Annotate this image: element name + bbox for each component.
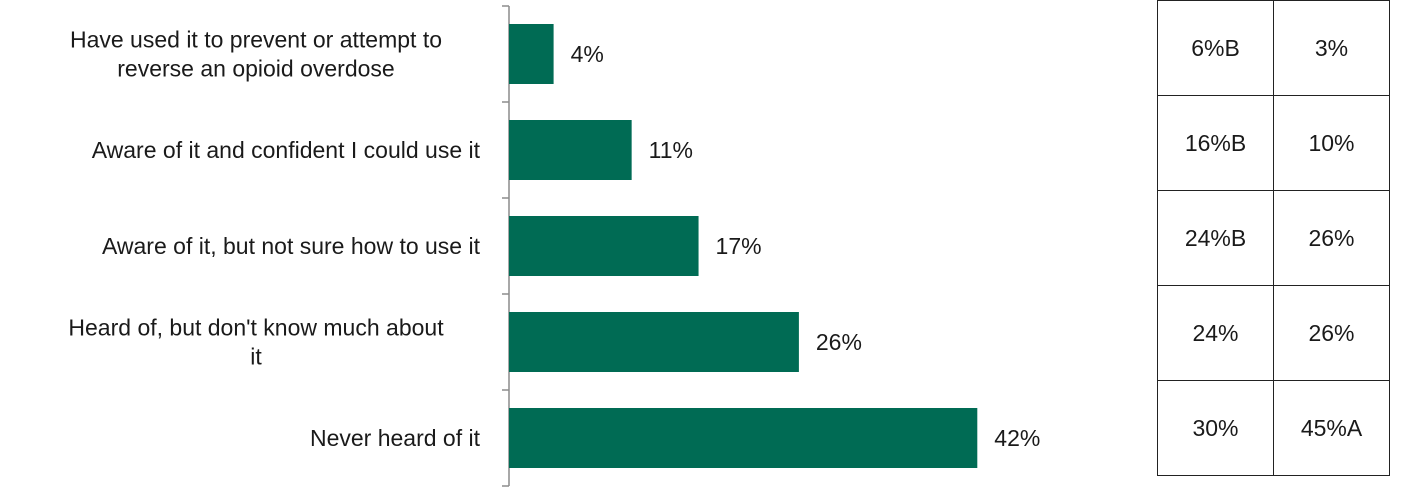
bar [509,24,554,84]
bar [509,312,799,372]
bar-chart: 4% Have used it to prevent or attempt to r… [68,5,1040,487]
table-cell: 6%B [1157,0,1274,96]
data-label: 11% [649,137,693,163]
table-cell: 10% [1273,95,1390,191]
data-label: 26% [816,329,862,355]
comparison-table: 6%B 3% 16%B 10% 24%B 26% 24% 26% 30% 45%… [1157,0,1390,476]
table-row: 30% 45%A [1157,380,1390,476]
category-label: Never heard of it [310,425,481,451]
table-cell: 30% [1157,380,1274,476]
bar [509,216,699,276]
table-row: 6%B 3% [1157,0,1390,96]
table-cell: 24% [1157,285,1274,381]
table-cell: 26% [1273,190,1390,286]
table-row: 24% 26% [1157,285,1390,381]
category-label: Aware of it, but not sure how to use it [102,233,481,259]
table-row: 16%B 10% [1157,95,1390,191]
table-cell: 3% [1273,0,1390,96]
category-label: Aware of it and confident I could use it [92,137,481,163]
category-label: Have used it to prevent or attempt to rev… [70,27,442,82]
table-cell: 24%B [1157,190,1274,286]
data-label: 17% [716,233,762,259]
table-cell: 45%A [1273,380,1390,476]
table-row: 24%B 26% [1157,190,1390,286]
bar [509,120,632,180]
data-label: 42% [994,425,1040,451]
data-label: 4% [571,41,604,67]
table-cell: 16%B [1157,95,1274,191]
bar [509,408,978,468]
table-cell: 26% [1273,285,1390,381]
category-label: Heard of, but don't know much about it [68,315,444,370]
